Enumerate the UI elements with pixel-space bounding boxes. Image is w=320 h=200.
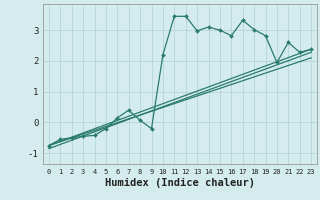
X-axis label: Humidex (Indice chaleur): Humidex (Indice chaleur): [105, 178, 255, 188]
